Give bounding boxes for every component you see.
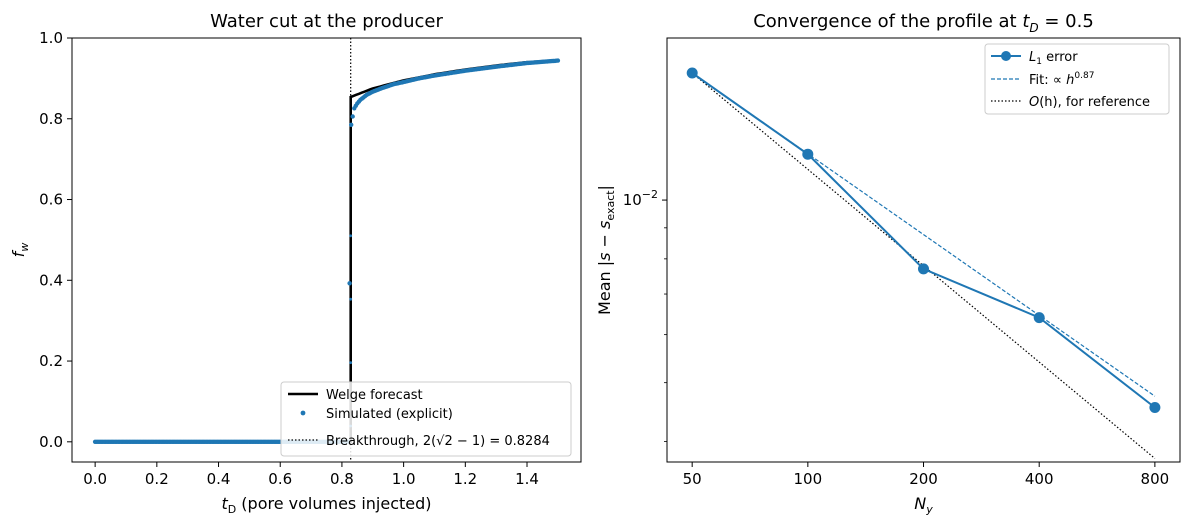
simulated-point: [347, 281, 352, 286]
simulated-point: [349, 297, 353, 301]
right-x-axis-label: Ny: [914, 494, 933, 516]
left-plot-frame: [71, 37, 582, 463]
left-y-tick-label: 0.0: [39, 433, 63, 451]
left-legend-box: [280, 381, 572, 457]
legend-l1-label: L1 error: [1029, 50, 1078, 67]
right-x-tick-label: 800: [1141, 470, 1170, 488]
left-x-axis-label: tD (pore volumes injected): [221, 494, 431, 516]
legend-simulated-label: Simulated (explicit): [326, 407, 453, 422]
legend-l1-swatch-marker: [1001, 51, 1011, 61]
right-y-tick-label: 10−2: [623, 188, 658, 209]
legend-oh-label: O(h), for reference: [1029, 95, 1150, 110]
simulated-point: [555, 58, 561, 63]
left-x-tick-label: 0.6: [268, 470, 292, 488]
left-chart: Water cut at the producer 0.0 0.2 0.4 0.6 0.…: [9, 11, 582, 516]
right-x-tick-label: 100: [794, 470, 823, 488]
left-y-tick-label: 1.0: [39, 29, 63, 47]
l1-error-point: [802, 148, 814, 160]
left-y-tick-label: 0.6: [39, 191, 63, 209]
left-legend: Welge forecast Simulated (explicit) Brea…: [280, 381, 572, 457]
right-y-axis-label: Mean |s − sexact|: [595, 185, 617, 315]
legend-fit-label: Fit: ∝ h0.87: [1029, 71, 1094, 88]
left-chart-title: Water cut at the producer: [210, 11, 443, 32]
l1-error-point: [1033, 312, 1045, 324]
legend-breakthrough-label: Breakthrough, 2(√2 − 1) = 0.8284: [326, 434, 550, 449]
right-legend-box: [984, 43, 1170, 115]
left-x-tick-label: 1.2: [453, 470, 477, 488]
simulated-point: [350, 114, 355, 119]
left-y-tick-label: 0.4: [39, 271, 63, 289]
fit-line: [691, 72, 1156, 397]
right-x-tick-label: 50: [683, 470, 702, 488]
left-x-tick-label: 0.8: [330, 470, 354, 488]
left-x-tick-label: 1.4: [515, 470, 539, 488]
simulated-point: [349, 122, 354, 128]
left-x-tick-label: 0.2: [145, 470, 169, 488]
l1-error-point: [686, 67, 698, 79]
legend-welge-label: Welge forecast: [326, 388, 423, 403]
legend-simulated-swatch: [300, 410, 306, 416]
left-y-tick-label: 0.8: [39, 110, 63, 128]
right-chart: Convergence of the profile at tD = 0.5 5…: [595, 11, 1181, 516]
right-x-tick-label: 400: [1025, 470, 1054, 488]
l1-error-point: [1149, 402, 1161, 413]
left-y-tick-label: 0.2: [39, 352, 63, 370]
left-x-tick-label: 0.0: [83, 470, 107, 488]
left-x-tick-label: 1.0: [392, 470, 416, 488]
right-chart-title: Convergence of the profile at tD = 0.5: [753, 11, 1094, 35]
right-x-tick-label: 200: [909, 470, 938, 488]
l1-error-point: [918, 263, 929, 275]
left-y-axis-label: fw: [9, 243, 31, 258]
simulated-point: [349, 361, 353, 364]
l1-error-line: [691, 72, 1156, 409]
right-legend: L1 error Fit: ∝ h0.87 O(h), for referenc…: [984, 43, 1170, 115]
simulated-point: [349, 234, 353, 238]
left-x-tick-label: 0.4: [207, 470, 231, 488]
